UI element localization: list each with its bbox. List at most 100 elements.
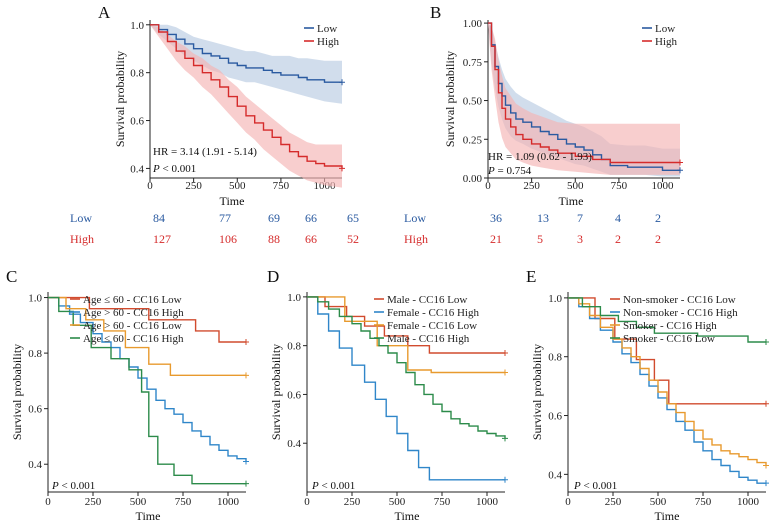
panel-label: E bbox=[526, 267, 536, 286]
x-tick-label: 0 bbox=[304, 496, 310, 508]
y-axis-label: Survival probability bbox=[113, 51, 127, 147]
y-tick-label: 1.00 bbox=[463, 18, 483, 30]
risk-cell: 4 bbox=[615, 211, 621, 225]
censor-mark bbox=[502, 349, 508, 356]
risk-cell: 5 bbox=[537, 232, 543, 246]
hazard-ratio: HR = 1.09 (0.62 - 1.93) bbox=[488, 151, 592, 163]
risk-cell: 2 bbox=[655, 232, 661, 246]
x-tick-label: 1000 bbox=[737, 496, 760, 508]
y-tick-label: 0.6 bbox=[287, 389, 301, 401]
risk-row-label: High bbox=[70, 232, 94, 246]
panel-label: B bbox=[430, 3, 441, 22]
censor-mark bbox=[502, 476, 508, 483]
y-tick-label: 0.50 bbox=[463, 96, 483, 108]
x-tick-label: 250 bbox=[85, 496, 102, 508]
y-tick-label: 0.6 bbox=[130, 116, 144, 128]
legend-label: Low bbox=[655, 23, 675, 35]
risk-cell: 77 bbox=[219, 211, 231, 225]
y-axis-label: Survival probability bbox=[530, 344, 544, 440]
p-symbol: P bbox=[573, 480, 581, 492]
x-tick-label: 250 bbox=[344, 496, 361, 508]
x-tick-label: 500 bbox=[567, 180, 584, 192]
censor-mark bbox=[502, 435, 508, 442]
censor-mark bbox=[763, 462, 769, 469]
y-tick-label: 1.0 bbox=[28, 293, 42, 305]
risk-cell: 3 bbox=[577, 232, 583, 246]
risk-cell: 13 bbox=[537, 211, 549, 225]
legend-label: Smoker - CC16 High bbox=[623, 320, 717, 332]
risk-cell: 36 bbox=[490, 211, 502, 225]
censor-mark bbox=[243, 339, 249, 345]
censor-mark bbox=[763, 339, 769, 345]
legend-label: Age ≤ 60 - CC16 High bbox=[83, 333, 184, 345]
p-text: < 0.001 bbox=[59, 480, 95, 492]
y-tick-label: 0.4 bbox=[548, 469, 562, 481]
survival-curve-1 bbox=[568, 297, 766, 484]
legend-label: Female - CC16 High bbox=[387, 307, 479, 319]
y-tick-label: 0.8 bbox=[548, 352, 562, 364]
p-value: P = 0.754 bbox=[487, 165, 532, 177]
x-tick-label: 750 bbox=[695, 496, 712, 508]
legend-label: Age > 60 - CC16 High bbox=[83, 307, 184, 319]
y-axis-label: Survival probability bbox=[10, 344, 24, 440]
legend-label: Male - CC16 Low bbox=[387, 294, 467, 306]
p-text: < 0.001 bbox=[581, 480, 617, 492]
y-tick-label: 0.4 bbox=[287, 438, 301, 450]
survival-curve-1 bbox=[307, 296, 505, 481]
legend-label: Female - CC16 Low bbox=[387, 320, 477, 332]
panel-e: E 0.4 0.6 0.8 1.0 0 250 500 750 1000 Time Survival … bbox=[526, 267, 769, 523]
y-tick-label: 0.4 bbox=[28, 459, 42, 471]
panel-c: C 0.4 0.6 0.8 1.0 0 250 500 750 1000 Time Survival … bbox=[6, 267, 249, 523]
y-tick-label: 0.75 bbox=[463, 57, 483, 69]
survival-curve-3 bbox=[307, 296, 506, 439]
x-tick-label: 500 bbox=[130, 496, 147, 508]
legend-label: High bbox=[317, 36, 340, 48]
x-axis-label: Time bbox=[220, 194, 245, 208]
censor-mark bbox=[243, 458, 249, 465]
censor-mark bbox=[763, 480, 769, 487]
y-axis-label: Survival probability bbox=[269, 344, 283, 440]
x-axis-label: Time bbox=[655, 509, 680, 523]
censor-mark bbox=[243, 480, 249, 487]
p-symbol: P bbox=[51, 480, 59, 492]
survival-curve-3 bbox=[48, 296, 246, 485]
risk-cell: 127 bbox=[153, 232, 171, 246]
risk-row-label: High bbox=[404, 232, 428, 246]
y-tick-label: 0.4 bbox=[130, 163, 144, 175]
survival-curve-2 bbox=[568, 297, 767, 466]
panel-d: D 0.4 0.6 0.8 1.0 0 250 500 750 1000 Time Survival … bbox=[267, 267, 508, 523]
risk-cell: 65 bbox=[347, 211, 359, 225]
p-symbol: P bbox=[311, 480, 319, 492]
survival-curve-1 bbox=[48, 296, 247, 462]
censor-mark bbox=[763, 400, 769, 407]
p-value: P < 0.001 bbox=[51, 480, 95, 492]
survival-curve-1 bbox=[488, 22, 680, 164]
legend-label: Male - CC16 High bbox=[387, 333, 470, 345]
x-axis-label: Time bbox=[395, 509, 420, 523]
x-tick-label: 1000 bbox=[652, 180, 675, 192]
legend-label: Age > 60 - CC16 Low bbox=[83, 320, 182, 332]
y-tick-label: 1.0 bbox=[287, 292, 301, 304]
survival-curve-0 bbox=[150, 24, 342, 83]
risk-cell: 106 bbox=[219, 232, 237, 246]
x-tick-label: 250 bbox=[185, 180, 202, 192]
x-tick-label: 750 bbox=[273, 180, 290, 192]
p-text: = 0.754 bbox=[495, 165, 532, 177]
risk-cell: 2 bbox=[655, 211, 661, 225]
risk-cell: 21 bbox=[490, 232, 502, 246]
survival-curve-2 bbox=[48, 296, 246, 376]
panel-a: A0.40.60.81.00 250 500 750 1000TimeSurvival … bbox=[70, 3, 359, 246]
survival-curve-3 bbox=[568, 297, 766, 343]
legend-label: Non-smoker - CC16 High bbox=[623, 307, 738, 319]
y-tick-label: 0.8 bbox=[28, 348, 42, 360]
y-tick-label: 1.0 bbox=[130, 20, 144, 32]
risk-cell: 7 bbox=[577, 211, 583, 225]
x-axis-label: Time bbox=[136, 509, 161, 523]
risk-cell: 52 bbox=[347, 232, 359, 246]
censor-mark bbox=[339, 165, 345, 172]
risk-table: Low 84 77 69 66 65 High 127 106 88 66 52 bbox=[70, 211, 359, 246]
y-axis-label: Survival probability bbox=[443, 51, 457, 147]
